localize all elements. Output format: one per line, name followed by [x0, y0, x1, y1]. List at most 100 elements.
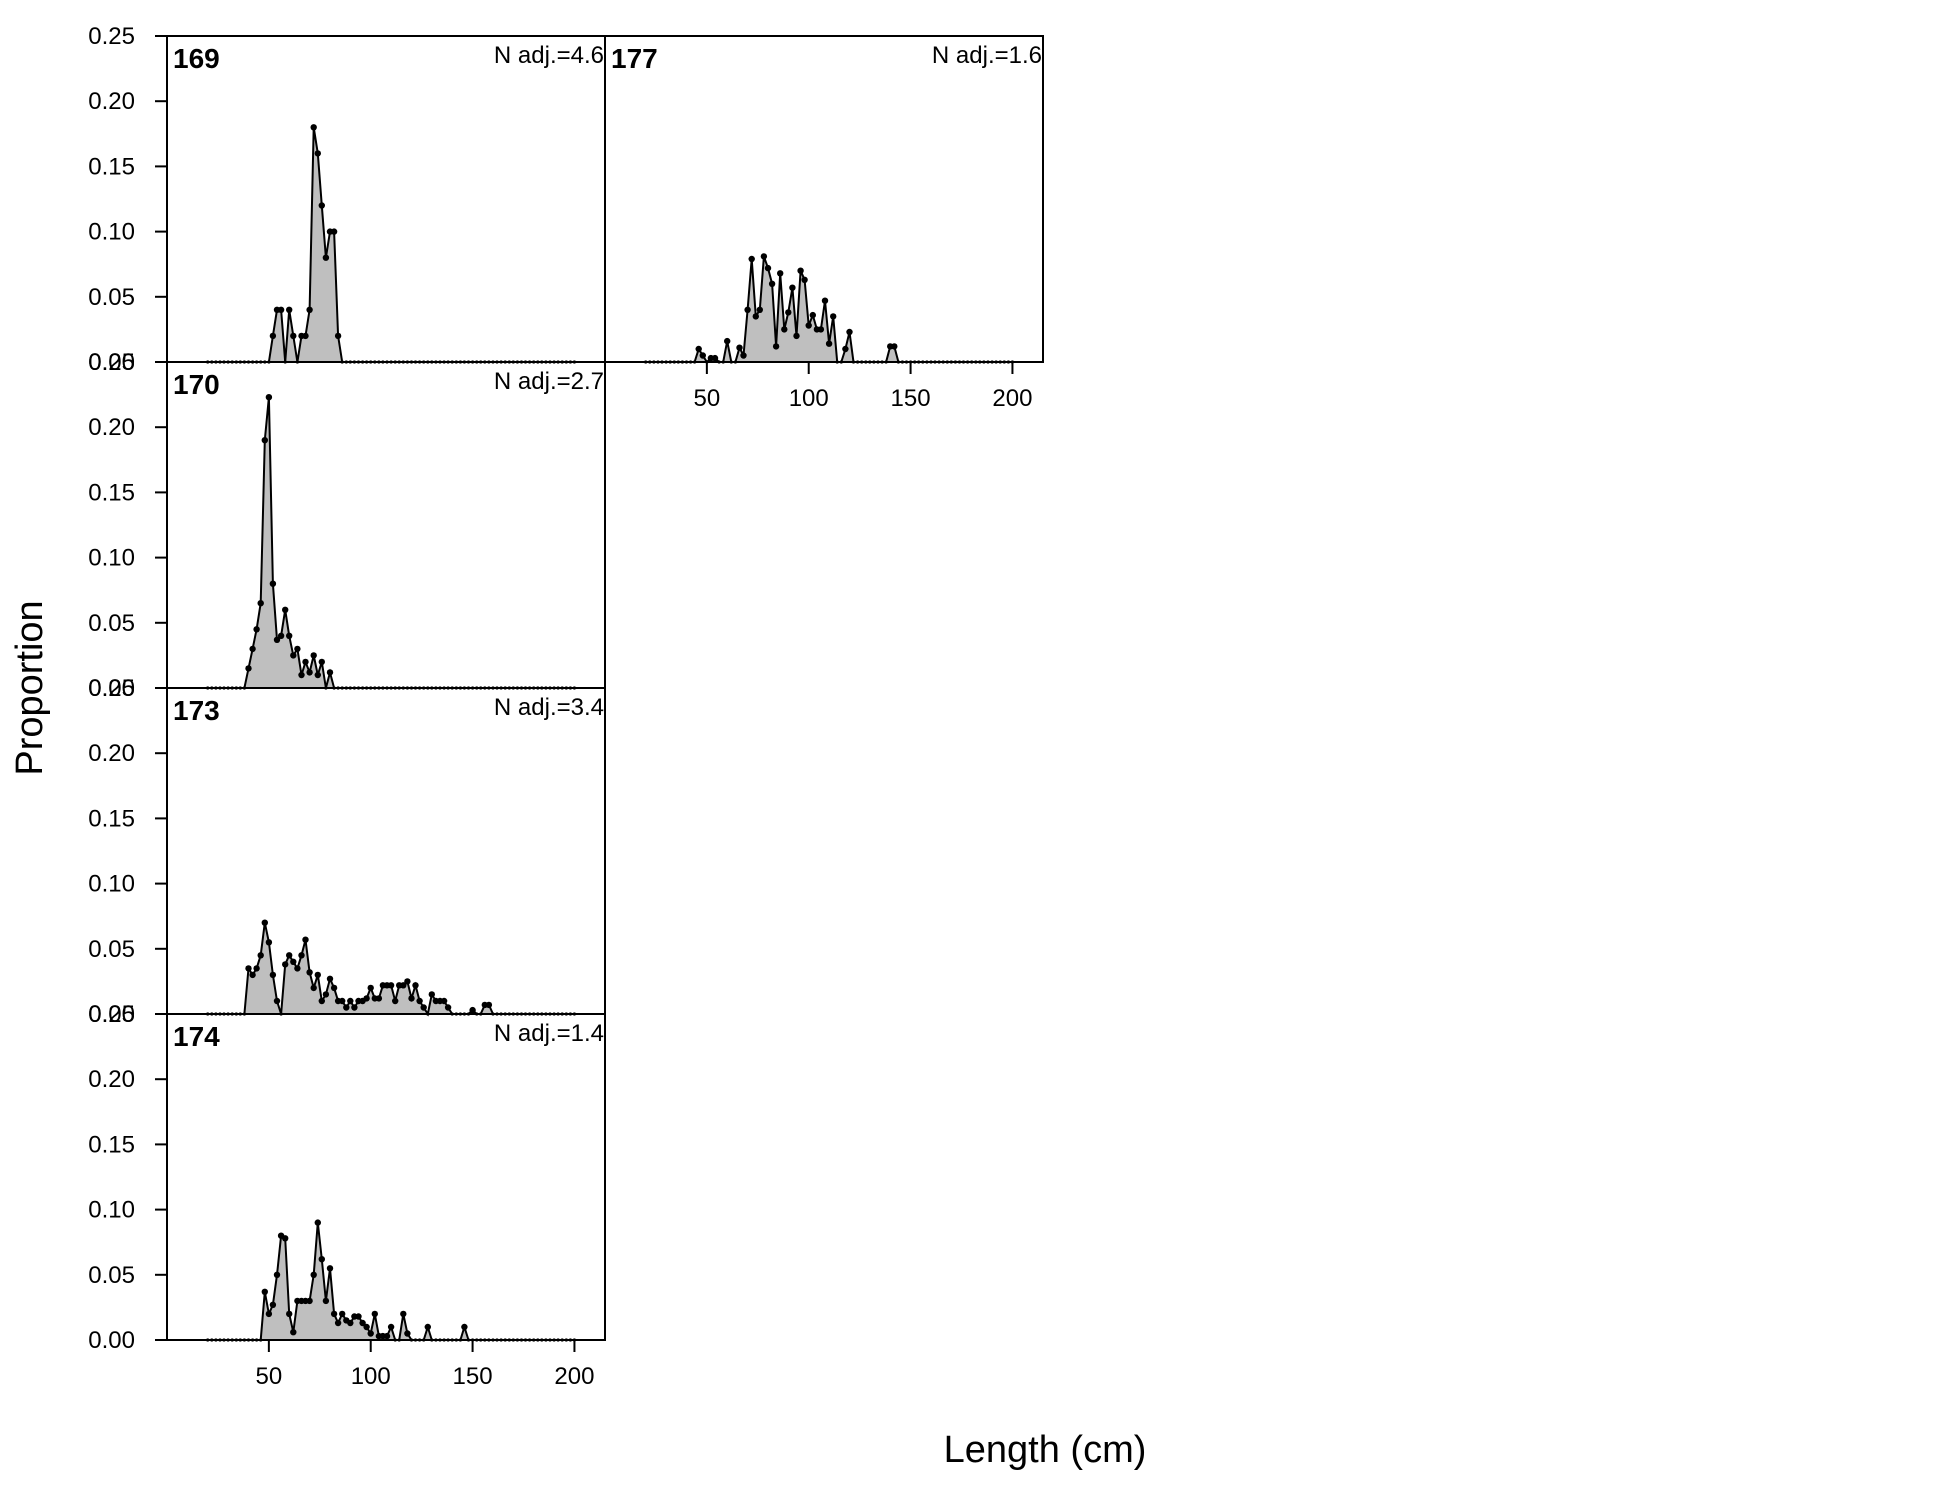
data-point	[339, 997, 346, 1005]
data-point	[383, 1332, 391, 1340]
data-point	[286, 306, 293, 313]
data-point	[261, 437, 268, 444]
data-point	[298, 671, 305, 679]
panel-170-nadj-label: N adj.=2.7	[494, 368, 604, 395]
data-point	[363, 995, 370, 1002]
panel-169-line	[207, 127, 575, 363]
data-point	[286, 632, 293, 639]
data-point	[314, 671, 321, 679]
y-tick-label: 0.05	[88, 1262, 135, 1289]
data-point	[724, 337, 731, 345]
y-tick-label: 0.20	[88, 88, 135, 115]
data-point	[334, 332, 342, 340]
data-point	[404, 978, 411, 985]
data-point	[257, 600, 264, 607]
data-point	[711, 354, 719, 362]
data-point	[760, 253, 768, 260]
data-point	[326, 975, 334, 982]
data-point	[314, 1219, 321, 1226]
data-point	[314, 971, 321, 979]
data-point	[416, 997, 423, 1005]
data-point	[306, 306, 313, 313]
data-point	[821, 297, 829, 304]
data-point	[245, 965, 252, 972]
data-point	[286, 1310, 293, 1318]
y-tick-label: 0.10	[88, 871, 135, 898]
data-point	[290, 332, 297, 340]
data-point	[699, 352, 706, 359]
data-point	[387, 982, 395, 989]
data-point	[249, 971, 256, 979]
data-point	[781, 326, 788, 333]
data-point	[269, 580, 277, 587]
data-point	[310, 652, 317, 659]
x-tick-label: 100	[789, 385, 829, 412]
data-point	[420, 1004, 427, 1011]
panel-169-area	[207, 127, 575, 362]
panel-174-area	[207, 1222, 575, 1340]
data-point	[400, 982, 407, 989]
data-point	[253, 626, 260, 633]
y-tick-label: 0.25	[88, 23, 135, 50]
panel-173-nadj-label: N adj.=3.4	[494, 694, 604, 721]
data-point	[825, 340, 833, 347]
data-point	[294, 645, 301, 653]
data-point	[306, 669, 313, 676]
data-point	[809, 311, 816, 319]
x-axis-title: Length (cm)	[944, 1429, 1147, 1471]
data-point	[444, 1004, 452, 1011]
data-point	[359, 1319, 366, 1327]
data-point	[286, 952, 293, 959]
data-point	[253, 965, 260, 972]
y-tick-label: 0.05	[88, 936, 135, 963]
data-point	[298, 952, 305, 959]
data-point	[326, 1265, 334, 1272]
data-point	[785, 309, 792, 316]
data-point	[302, 936, 309, 943]
data-point	[817, 326, 825, 333]
data-point	[891, 343, 898, 350]
y-axis-title: Proportion	[9, 600, 51, 775]
data-point	[347, 997, 354, 1005]
data-point	[302, 658, 309, 666]
x-tick-label: 50	[256, 1363, 283, 1390]
data-point	[440, 997, 448, 1005]
y-tick-label: 0.00	[88, 675, 135, 702]
data-point	[339, 1310, 346, 1318]
panel-170-id-label: 170	[173, 369, 220, 400]
data-point	[265, 939, 273, 946]
data-point	[261, 1288, 268, 1296]
data-point	[294, 965, 301, 972]
panel-174-id-label: 174	[173, 1021, 220, 1052]
data-point	[789, 284, 796, 291]
x-tick-label: 50	[694, 385, 721, 412]
data-point	[772, 343, 780, 350]
data-point	[392, 997, 399, 1005]
data-point	[322, 254, 330, 261]
data-point	[261, 919, 268, 926]
y-tick-label: 0.05	[88, 610, 135, 637]
data-point	[306, 1297, 313, 1305]
panel-177-frame	[604, 35, 1044, 363]
y-tick-label: 0.20	[88, 740, 135, 767]
data-point	[367, 984, 374, 992]
data-point	[290, 958, 297, 965]
panel-177-id-label: 177	[611, 43, 658, 74]
data-point	[322, 1297, 330, 1305]
panels-group: 169 N adj.=4.6 0.00 0.05 0.10 0.15 0.20 0.25 177…	[88, 23, 1044, 1390]
panel-174-frame	[166, 1013, 606, 1341]
x-tick-label: 200	[554, 1363, 594, 1390]
panel-174-line	[207, 1222, 575, 1341]
data-point	[428, 991, 435, 998]
data-point	[290, 1329, 297, 1336]
data-point	[404, 1330, 411, 1337]
data-point	[846, 328, 853, 336]
data-point	[797, 267, 804, 274]
x-tick-label: 150	[891, 385, 931, 412]
data-point	[318, 1256, 325, 1263]
y-tick-label: 0.00	[88, 1327, 135, 1354]
data-point	[744, 306, 751, 313]
data-point	[257, 952, 264, 959]
data-point	[273, 997, 281, 1005]
